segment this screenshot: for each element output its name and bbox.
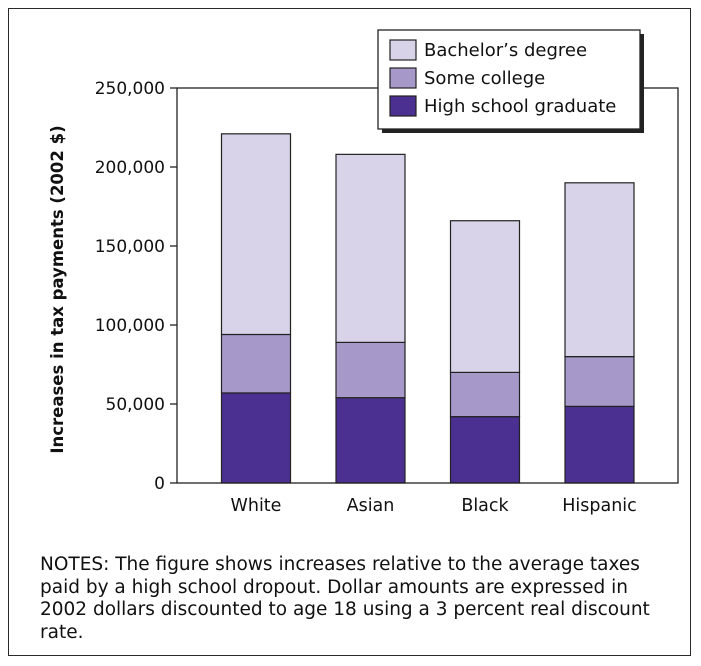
stacked-bar-chart: 0 50,000 100,000 150,000 200,000 250,000 Incre…	[48, 29, 679, 516]
legend-swatch	[389, 95, 417, 117]
x-tick-label: Asian	[347, 496, 395, 516]
y-tick-label: 200,000	[95, 158, 165, 178]
bar-black-0	[449, 416, 521, 484]
notes-text: NOTES: The figure shows increases relati…	[40, 554, 650, 643]
legend: Bachelor’s degree Some college High school…	[377, 29, 644, 133]
y-tick-label: 100,000	[95, 316, 165, 336]
x-tick-label: Hispanic	[562, 496, 637, 516]
bar-hispanic-1	[564, 356, 635, 407]
bar-white-2	[220, 133, 292, 336]
x-tick-label: White	[231, 496, 282, 516]
y-tick-label: 0	[154, 474, 165, 494]
y-tick-label: 250,000	[95, 79, 165, 99]
bar-asian-1	[335, 341, 406, 399]
bar-white-1	[220, 333, 292, 394]
bar-asian-2	[335, 153, 406, 343]
legend-label: Bachelor’s degree	[424, 40, 587, 61]
y-tick-label: 50,000	[106, 395, 165, 415]
bar-black-1	[449, 371, 521, 418]
bar-hispanic-2	[564, 182, 635, 358]
bars-group	[220, 133, 635, 484]
legend-label: Some college	[424, 68, 545, 89]
x-tick-label: Black	[461, 496, 509, 516]
legend-label: High school graduate	[424, 96, 616, 117]
legend-swatch	[389, 67, 417, 89]
bar-black-2	[449, 220, 521, 373]
y-axis-label: Increases in tax payments (2002 $)	[48, 125, 67, 453]
bar-white-0	[220, 392, 292, 484]
legend-box	[377, 29, 641, 130]
y-tick-label: 150,000	[95, 237, 165, 257]
bar-asian-0	[335, 397, 406, 484]
legend-swatch	[389, 39, 417, 61]
bar-hispanic-0	[564, 405, 635, 484]
